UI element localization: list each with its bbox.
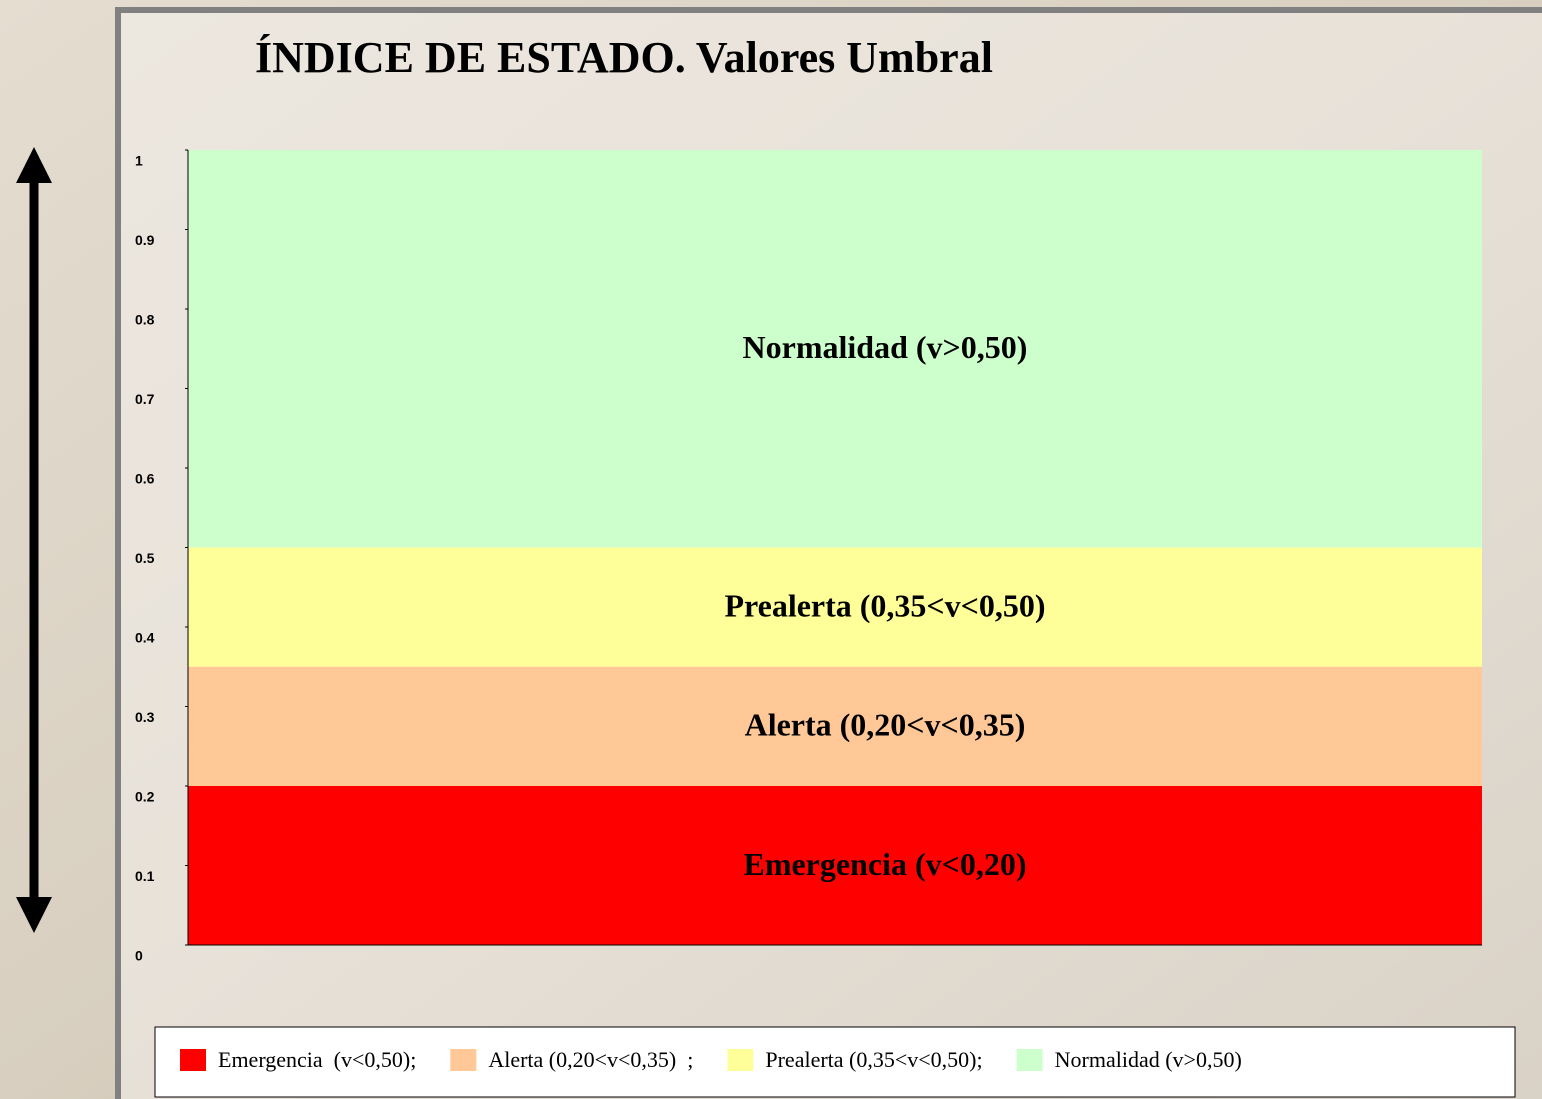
y-tick-label: 0.3 (135, 709, 155, 725)
y-tick-label: 0.4 (135, 630, 155, 646)
y-tick-label: 0.8 (135, 312, 155, 328)
legend-swatch (180, 1049, 206, 1071)
band (188, 547, 1482, 667)
y-tick-label: 0.1 (135, 868, 155, 884)
legend-swatch (727, 1049, 754, 1071)
band-label: Normalidad (v>0,50) (743, 329, 1028, 365)
y-tick-label: 0.5 (135, 550, 155, 566)
y-tick-label: 0.2 (135, 789, 155, 805)
y-tick-label: 0.7 (135, 391, 155, 407)
band (188, 786, 1482, 945)
band (188, 666, 1482, 786)
legend-label: Alerta (0,20<v<0,35) ; (488, 1047, 693, 1072)
chart-title: ÍNDICE DE ESTADO. Valores Umbral (255, 33, 993, 82)
y-tick-label: 1 (135, 153, 143, 169)
band-label: Prealerta (0,35<v<0,50) (724, 587, 1045, 623)
legend-label: Normalidad (v>0,50) (1055, 1047, 1242, 1072)
legend-box (154, 1026, 1516, 1098)
band-label: Alerta (0,20<v<0,35) (745, 707, 1026, 743)
legend-swatch (1016, 1049, 1043, 1071)
legend-swatch (450, 1049, 477, 1071)
y-tick-label: 0.6 (135, 471, 155, 487)
band (188, 150, 1482, 548)
legend-label: Emergencia (v<0,50); (218, 1047, 416, 1072)
y-tick-label: 0.9 (135, 232, 155, 248)
legend-label: Prealerta (0,35<v<0,50); (765, 1047, 982, 1072)
y-tick-label: 0 (135, 948, 143, 964)
band-label: Emergencia (v<0,20) (743, 846, 1026, 882)
